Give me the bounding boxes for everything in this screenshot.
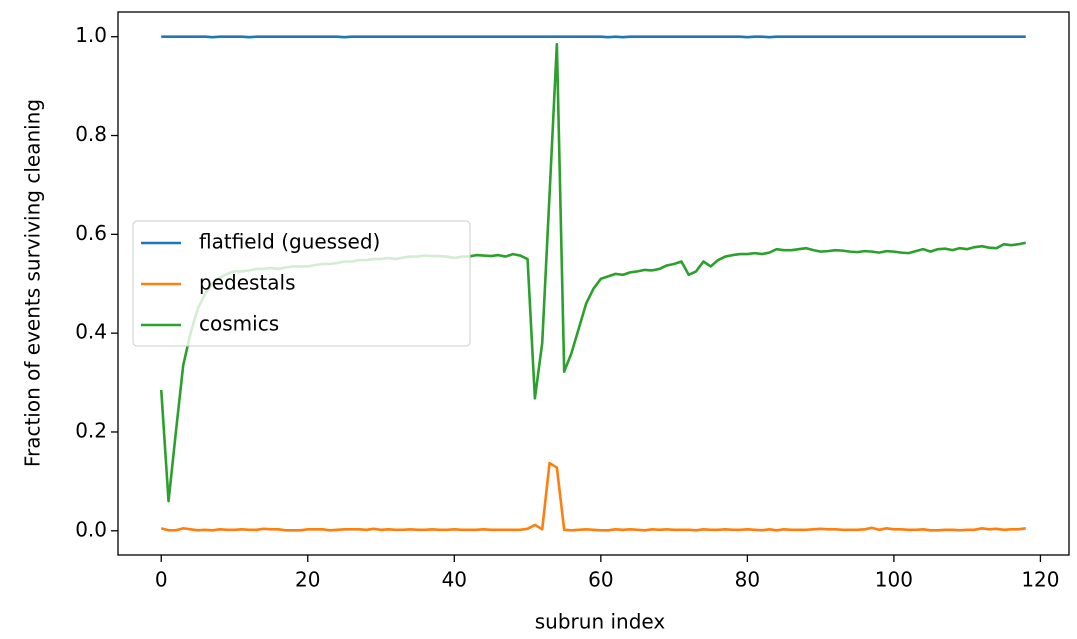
y-tick-label: 1.0 [75, 23, 107, 47]
y-tick-label: 0.0 [75, 517, 107, 541]
series-line [160, 461, 1026, 532]
series-line [161, 35, 1026, 39]
plot-frame [117, 11, 1070, 556]
x-tick-label: 40 [442, 568, 467, 592]
x-tick-label: 80 [735, 568, 760, 592]
legend-label: cosmics [199, 312, 279, 336]
x-tick-label: 120 [1021, 568, 1059, 592]
x-tick-label: 0 [155, 568, 168, 592]
legend-label: flatfield (guessed) [199, 230, 380, 254]
x-tick-label: 20 [295, 568, 320, 592]
y-tick-label: 0.8 [75, 122, 107, 146]
x-axis-label: subrun index [535, 610, 666, 634]
y-axis-label: Fraction of events surviving cleaning [21, 99, 45, 467]
y-tick-label: 0.2 [75, 418, 107, 442]
legend-label: pedestals [199, 271, 296, 295]
y-tick-label: 0.6 [75, 221, 107, 245]
legend-box [132, 220, 471, 347]
y-tick-label: 0.4 [75, 320, 107, 344]
x-tick-label: 100 [875, 568, 913, 592]
x-tick-label: 60 [588, 568, 613, 592]
